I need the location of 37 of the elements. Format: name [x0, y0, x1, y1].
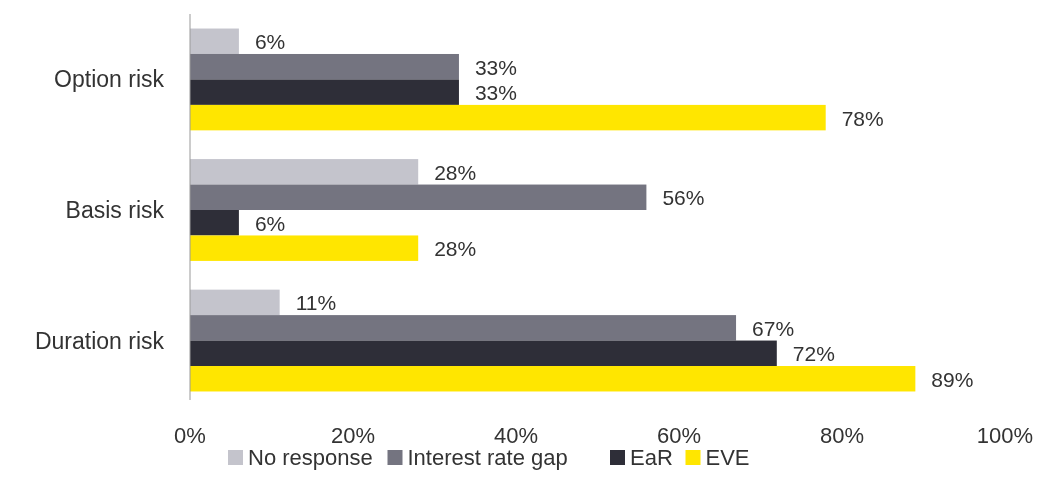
- bar: [190, 53, 459, 80]
- data-label: 33%: [474, 55, 517, 79]
- x-tick-label: 80%: [819, 423, 865, 448]
- data-label: 89%: [931, 367, 974, 391]
- data-label: 72%: [792, 342, 835, 366]
- y-tick-label: Basis risk: [65, 197, 165, 223]
- legend-label: EVE: [705, 445, 750, 470]
- bar: [190, 289, 280, 316]
- x-tick-label: 20%: [330, 423, 376, 448]
- y-tick-label: Duration risk: [34, 327, 165, 354]
- x-tick-label: 0%: [174, 423, 206, 448]
- bar: [190, 184, 647, 210]
- bar: [190, 104, 826, 131]
- data-label: 28%: [434, 160, 477, 184]
- legend-label: EaR: [630, 445, 673, 470]
- data-label: 28%: [434, 237, 477, 261]
- x-tick-label: 100%: [976, 423, 1034, 448]
- y-tick-label: Option risk: [54, 66, 165, 93]
- data-label: 6%: [254, 211, 286, 235]
- data-label: 6%: [254, 30, 286, 54]
- data-label: 56%: [662, 186, 705, 210]
- bar: [190, 366, 916, 392]
- bar: [190, 28, 239, 54]
- data-label: 78%: [841, 106, 884, 130]
- data-label: 33%: [474, 81, 517, 105]
- data-label: 11%: [295, 291, 337, 315]
- bar: [190, 159, 419, 185]
- bar: [190, 79, 459, 105]
- data-label: 67%: [752, 316, 795, 340]
- legend-label: Interest rate gap: [407, 445, 568, 470]
- bar: [190, 235, 419, 261]
- legend-label: No response: [248, 445, 373, 470]
- bar: [190, 210, 239, 236]
- x-tick-label: 60%: [656, 423, 702, 448]
- x-tick-label: 40%: [493, 423, 539, 448]
- bar: [190, 315, 737, 341]
- bar: [190, 340, 777, 367]
